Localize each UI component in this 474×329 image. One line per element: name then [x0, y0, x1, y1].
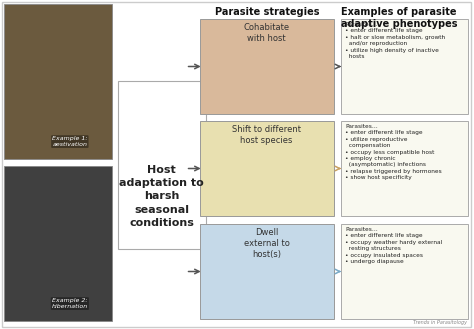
Text: Parasites…
• enter different life stage
• utilize reproductive
  compensation
• : Parasites… • enter different life stage …: [346, 124, 442, 180]
Text: Parasites…
• enter different life stage
• occupy weather hardy external
  restin: Parasites… • enter different life stage …: [346, 227, 443, 264]
Text: Example 1:
aestivation: Example 1: aestivation: [52, 136, 88, 147]
FancyBboxPatch shape: [118, 81, 206, 249]
FancyBboxPatch shape: [200, 121, 334, 216]
Text: Examples of parasite
adaptive phenotypes: Examples of parasite adaptive phenotypes: [341, 7, 457, 29]
Text: Example 2:
hibernation: Example 2: hibernation: [52, 298, 88, 309]
Text: Shift to different
host species: Shift to different host species: [232, 125, 301, 145]
FancyBboxPatch shape: [200, 19, 334, 114]
FancyBboxPatch shape: [341, 19, 468, 114]
FancyBboxPatch shape: [4, 166, 112, 321]
Text: Dwell
external to
host(s): Dwell external to host(s): [244, 228, 290, 259]
Text: Parasite strategies: Parasite strategies: [215, 7, 320, 17]
Text: Trends in Parasitology: Trends in Parasitology: [413, 320, 467, 325]
FancyBboxPatch shape: [341, 224, 468, 319]
FancyBboxPatch shape: [2, 2, 471, 327]
Text: Parasites…
• enter different life stage
• halt or slow metabolism, growth
  and/: Parasites… • enter different life stage …: [346, 22, 446, 59]
FancyBboxPatch shape: [4, 4, 112, 159]
Text: Cohabitate
with host: Cohabitate with host: [244, 23, 290, 43]
FancyBboxPatch shape: [341, 121, 468, 216]
Text: Host
adaptation to
harsh
seasonal
conditions: Host adaptation to harsh seasonal condit…: [119, 165, 204, 228]
FancyBboxPatch shape: [200, 224, 334, 319]
